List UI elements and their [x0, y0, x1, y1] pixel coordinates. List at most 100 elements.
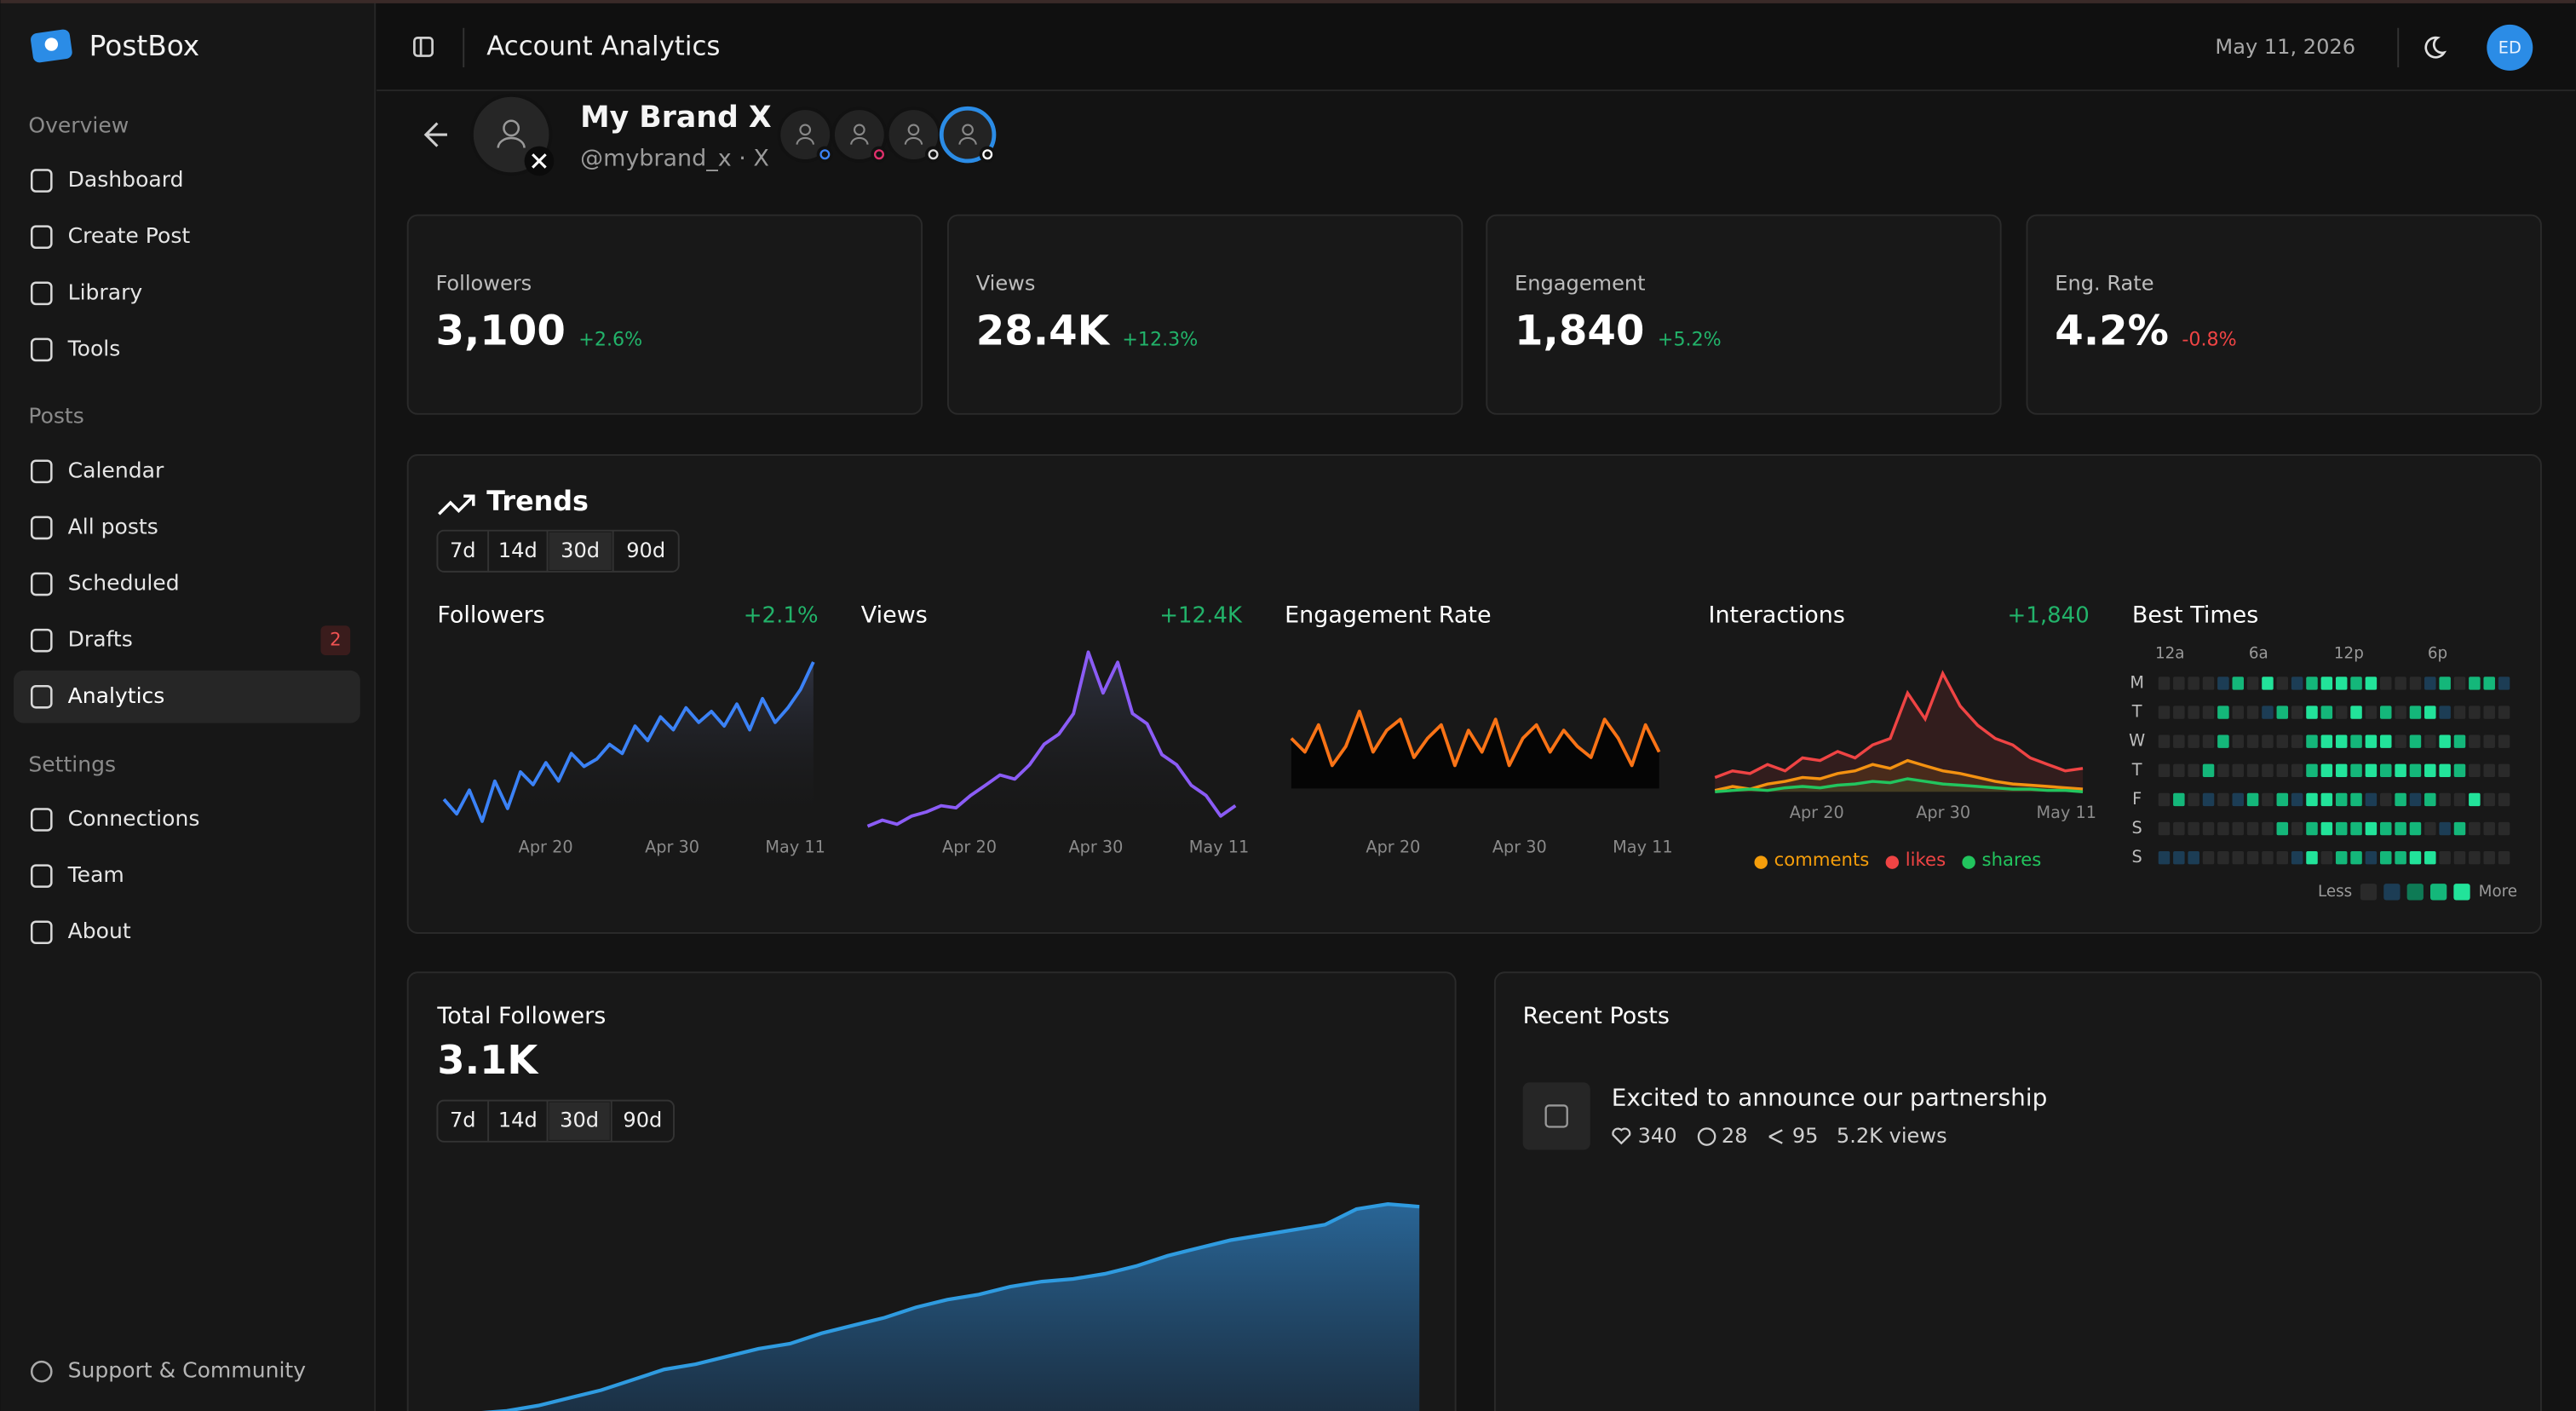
heat-cell	[2202, 792, 2215, 807]
nav-icon[interactable]	[30, 515, 53, 540]
x-tick-label: Apr 20	[1366, 837, 1420, 856]
card-title: Recent Posts	[1523, 1003, 1670, 1029]
area-line	[481, 1201, 1420, 1411]
heat-cell	[2320, 821, 2333, 836]
avatar-icon	[962, 124, 974, 136]
nav-item: All posts	[68, 514, 158, 538]
heat-cell	[2158, 821, 2171, 836]
nav-icon[interactable]	[30, 572, 53, 596]
stat-value: 3,100	[435, 307, 565, 354]
heat-cell	[2424, 706, 2436, 719]
nav-icon[interactable]	[30, 169, 53, 193]
chart-title: Views	[861, 602, 928, 628]
stat-value: 4.2%	[2055, 307, 2169, 354]
section-title: Posts	[28, 404, 83, 429]
nav-icon[interactable]	[30, 337, 53, 362]
legend-swatch	[2429, 884, 2447, 901]
card	[2026, 214, 2542, 415]
avatar-icon	[904, 136, 923, 145]
heat-cell	[2173, 792, 2185, 807]
legend-swatch	[2453, 884, 2470, 901]
section-title: Trends	[486, 486, 589, 517]
heat-cell	[2469, 706, 2481, 719]
heat-cell	[2306, 850, 2318, 865]
heat-cell	[2365, 821, 2378, 836]
heat-cell	[2409, 850, 2422, 865]
stat-label: Followers	[435, 272, 532, 296]
card	[1486, 214, 2002, 415]
heat-cell	[2498, 677, 2510, 690]
x-tick-label: May 11	[1189, 837, 1249, 856]
nav-icon[interactable]	[30, 225, 53, 249]
heat-cell	[2202, 734, 2215, 748]
nav-icon[interactable]	[30, 920, 53, 945]
nav-icon[interactable]	[30, 459, 53, 484]
heat-cell	[2439, 734, 2451, 748]
section-title: Overview	[28, 112, 129, 137]
day-label: F	[2132, 789, 2142, 809]
heat-cell	[2320, 850, 2333, 865]
x-tick-label: May 11	[765, 837, 825, 856]
nav-item: Analytics	[68, 683, 165, 708]
heat-cell	[2217, 792, 2229, 807]
stat-change: +5.2%	[1658, 329, 1722, 351]
heat-cell	[2380, 850, 2392, 865]
heat-cell	[2217, 706, 2229, 719]
user-avatar[interactable]	[2487, 24, 2533, 71]
heat-cell	[2262, 677, 2274, 690]
area-fill	[504, 1204, 1420, 1411]
stat-value: 28.4K	[976, 307, 1111, 354]
nav-icon[interactable]	[30, 808, 53, 832]
heat-cell	[2409, 792, 2422, 807]
x-tick-label: Apr 30	[645, 837, 699, 856]
legend-swatch	[1962, 855, 1975, 869]
heat-cell	[2276, 850, 2289, 865]
x-tick-label: Apr 20	[942, 837, 997, 856]
heat-cell	[2498, 792, 2510, 807]
topbar	[377, 0, 2576, 91]
heat-cell	[2350, 706, 2362, 719]
back-button[interactable]	[423, 122, 447, 147]
platform-dot	[873, 149, 884, 160]
heat-cell	[2158, 734, 2171, 748]
range-active[interactable]	[549, 1102, 610, 1140]
heat-cell	[2439, 677, 2451, 690]
theme-toggle[interactable]	[2424, 36, 2447, 59]
heat-cell	[2350, 850, 2362, 865]
nav-item: About	[68, 919, 131, 943]
heat-cell	[2188, 677, 2199, 690]
post-comments: 28	[1722, 1124, 1748, 1148]
sidebar-toggle[interactable]	[413, 36, 434, 57]
heat-cell	[2335, 734, 2348, 748]
hour-label: 12p	[2334, 644, 2364, 662]
heat-cell	[2335, 850, 2348, 865]
heat-cell	[2320, 706, 2333, 719]
avatar-icon	[853, 124, 865, 136]
nav-icon[interactable]	[30, 684, 53, 709]
heat-cell	[2424, 763, 2436, 778]
heat-cell	[2276, 734, 2289, 748]
heat-cell	[2469, 677, 2481, 690]
nav-icon[interactable]	[30, 864, 53, 888]
nav-icon[interactable]	[30, 628, 53, 653]
range-label: 14d	[498, 1109, 538, 1132]
heat-cell	[2483, 734, 2495, 748]
logo-icon-dot	[44, 37, 59, 51]
stat-change: +12.3%	[1122, 329, 1198, 351]
range-active[interactable]	[549, 532, 612, 570]
hour-label: 12a	[2155, 644, 2185, 662]
heat-cell	[2217, 821, 2229, 836]
nav-icon[interactable]	[30, 281, 53, 306]
heat-cell	[2380, 706, 2392, 719]
heat-cell	[2409, 706, 2422, 719]
heat-cell	[2173, 850, 2185, 865]
heat-cell	[2306, 734, 2318, 748]
range-group	[436, 529, 680, 573]
heat-cell	[2202, 763, 2215, 778]
post-title: Excited to announce our partnership	[1612, 1084, 2048, 1112]
legend-label: More	[2479, 883, 2517, 901]
heat-cell	[2262, 706, 2274, 719]
heat-cell	[2409, 734, 2422, 748]
chart-title: Followers	[437, 602, 544, 628]
